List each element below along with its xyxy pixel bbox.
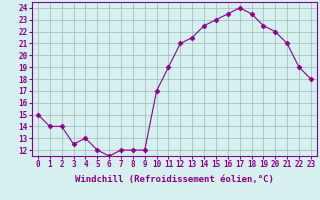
X-axis label: Windchill (Refroidissement éolien,°C): Windchill (Refroidissement éolien,°C) <box>75 175 274 184</box>
